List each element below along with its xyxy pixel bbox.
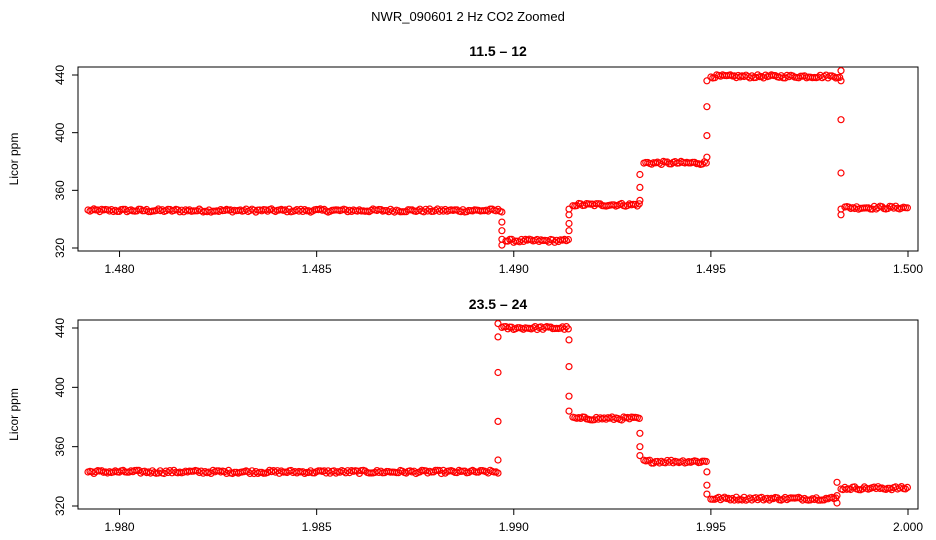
data-point (498, 218, 506, 226)
panel-title: 11.5 – 12 (469, 43, 527, 59)
plot-frame (77, 319, 919, 510)
data-point (580, 413, 589, 421)
y-tick-label: 360 (53, 436, 67, 456)
data-point (663, 456, 671, 465)
data-point (636, 170, 644, 179)
data-point (702, 457, 710, 466)
data-point (703, 490, 711, 498)
data-point (636, 183, 644, 191)
data-point (332, 469, 340, 477)
data-point (703, 468, 711, 476)
data-point (702, 159, 710, 167)
data-point (287, 466, 295, 475)
y-tick-label: 320 (53, 238, 67, 258)
data-point (551, 238, 559, 246)
data-point (635, 200, 643, 208)
data-point (903, 204, 912, 212)
data-point (703, 153, 711, 161)
data-point (320, 467, 328, 475)
data-point (441, 469, 449, 477)
x-tick-label: 1.995 (696, 520, 726, 534)
data-point (494, 333, 502, 341)
data-point (636, 196, 644, 204)
data-point (636, 443, 644, 451)
data-point (765, 496, 774, 504)
data-point (837, 169, 845, 177)
data-point (494, 368, 502, 377)
data-point (565, 205, 573, 213)
y-tick-label: 440 (53, 318, 67, 338)
data-point (903, 483, 912, 491)
y-axis-label: Licor ppm (7, 388, 21, 441)
data-point (498, 227, 506, 235)
data-point (837, 77, 845, 85)
x-tick-label: 1.490 (499, 262, 529, 276)
data-point (635, 414, 643, 422)
figure-title: NWR_090601 2 Hz CO2 Zoomed (371, 9, 565, 24)
y-tick-label: 320 (53, 496, 67, 516)
data-point (837, 67, 845, 75)
data-point (154, 205, 162, 213)
data-point (698, 457, 707, 465)
data-point (698, 160, 707, 168)
plot-frame (77, 66, 919, 252)
data-point (565, 407, 573, 415)
data-point (636, 429, 644, 437)
data-point (269, 467, 278, 475)
data-point (837, 211, 845, 219)
data-point (564, 236, 573, 244)
data-point (565, 392, 573, 400)
data-point (833, 499, 841, 507)
data-point (836, 73, 844, 82)
data-point (596, 200, 604, 208)
data-point (602, 415, 610, 423)
x-tick-label: 1.980 (105, 520, 135, 534)
data-point (494, 320, 502, 328)
x-tick-label: 2.000 (893, 520, 923, 534)
data-point (633, 202, 641, 210)
data-point (703, 103, 711, 111)
data-point (498, 241, 506, 249)
data-point (565, 336, 573, 344)
data-point (564, 325, 572, 333)
x-tick-label: 1.985 (302, 520, 332, 534)
y-tick-label: 440 (53, 65, 67, 85)
data-point (565, 363, 573, 371)
data-point (703, 77, 711, 85)
data-point (494, 417, 502, 425)
data-points (84, 67, 912, 249)
x-tick-label: 1.495 (696, 262, 726, 276)
y-tick-label: 400 (53, 122, 67, 142)
data-point (833, 478, 841, 486)
x-tick-label: 1.500 (893, 262, 923, 276)
x-tick-label: 1.480 (105, 262, 135, 276)
x-tick-label: 1.990 (499, 520, 529, 534)
y-axis-label: Licor ppm (7, 133, 21, 186)
data-point (901, 485, 910, 493)
y-tick-label: 400 (53, 377, 67, 397)
data-point (193, 467, 201, 475)
data-point (494, 456, 502, 464)
data-point (494, 469, 502, 477)
data-point (754, 71, 762, 79)
y-tick-label: 360 (53, 180, 67, 200)
data-point (837, 116, 845, 124)
data-points (84, 320, 912, 507)
data-point (342, 469, 350, 477)
data-point (98, 467, 106, 475)
panel-title: 23.5 – 24 (469, 296, 528, 312)
x-tick-label: 1.485 (302, 262, 332, 276)
data-point (498, 208, 506, 216)
data-point (703, 132, 711, 140)
data-point (636, 452, 644, 460)
data-point (565, 219, 573, 228)
data-point (565, 227, 573, 235)
data-point (703, 481, 711, 489)
data-point (631, 200, 640, 209)
data-point (833, 492, 841, 500)
